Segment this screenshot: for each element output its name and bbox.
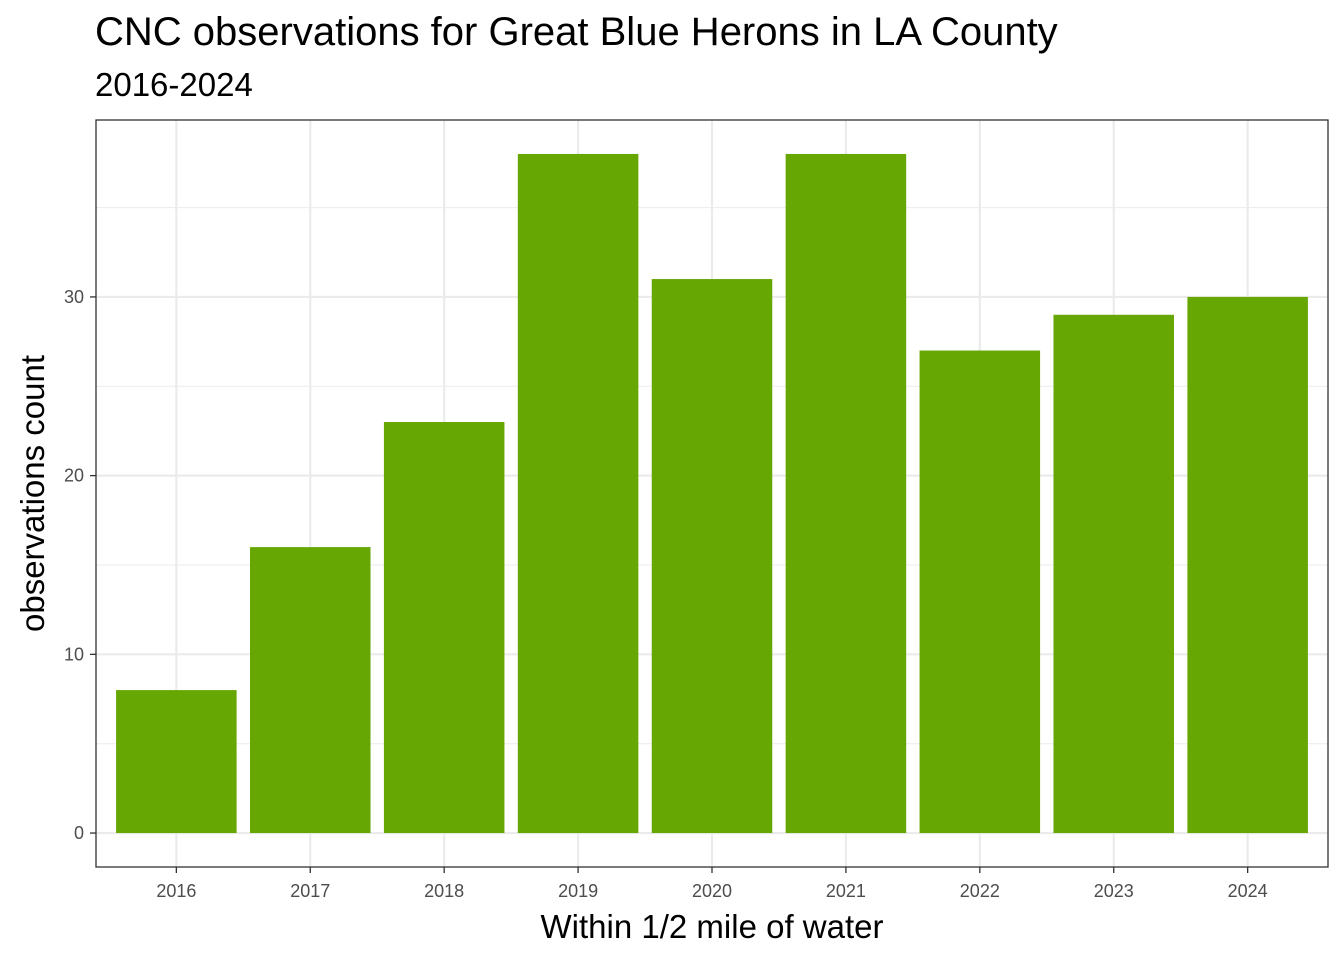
y-axis-title: observations count xyxy=(14,355,51,632)
chart-title: CNC observations for Great Blue Herons i… xyxy=(95,10,1058,54)
x-tick-label: 2021 xyxy=(826,881,866,901)
y-tick-label: 20 xyxy=(64,466,84,486)
bar-2017 xyxy=(250,547,371,834)
y-tick-label: 30 xyxy=(64,287,84,307)
x-axis-title: Within 1/2 mile of water xyxy=(541,908,884,945)
x-tick-label: 2017 xyxy=(290,881,330,901)
bar-2024 xyxy=(1187,296,1308,834)
x-tick-label: 2023 xyxy=(1094,881,1134,901)
x-tick-label: 2016 xyxy=(156,881,196,901)
bar-2023 xyxy=(1053,314,1174,834)
bar-2018 xyxy=(383,422,505,834)
x-tick-label: 2018 xyxy=(424,881,464,901)
x-tick-label: 2020 xyxy=(692,881,732,901)
bar-2021 xyxy=(785,153,907,834)
y-tick-label: 10 xyxy=(64,644,84,664)
bar-2020 xyxy=(651,279,773,834)
x-tick-label: 2019 xyxy=(558,881,598,901)
bar-2019 xyxy=(517,153,639,834)
chart-subtitle: 2016-2024 xyxy=(95,66,253,103)
x-tick-label: 2022 xyxy=(960,881,1000,901)
bar-2022 xyxy=(919,350,1041,834)
x-tick-label: 2024 xyxy=(1228,881,1268,901)
y-tick-label: 0 xyxy=(74,823,84,843)
bar-2016 xyxy=(116,690,237,834)
